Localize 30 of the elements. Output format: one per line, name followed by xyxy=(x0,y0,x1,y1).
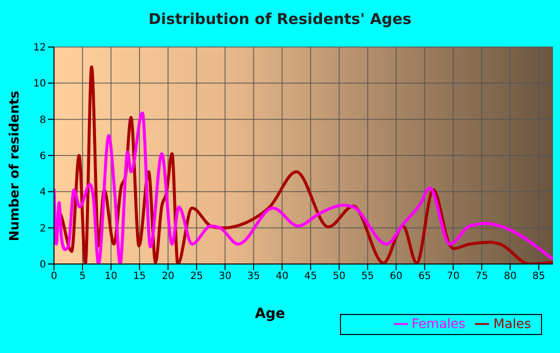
x-tick-label: 0 xyxy=(50,271,58,282)
x-tick-label: 65 xyxy=(418,271,432,282)
x-tick-label: 5 xyxy=(79,271,86,282)
y-tick-label: 12 xyxy=(33,42,46,54)
x-tick-label: 85 xyxy=(532,271,546,282)
y-tick-label: 4 xyxy=(40,187,46,198)
x-tick-label: 75 xyxy=(475,271,488,282)
y-tick-label: 6 xyxy=(40,151,46,162)
x-tick-label: 55 xyxy=(361,271,374,282)
x-tick-label: 60 xyxy=(390,271,403,282)
chart-title: Distribution of Residents' Ages xyxy=(148,10,412,28)
y-axis-title: Number of residents xyxy=(8,90,22,242)
x-tick-label: 70 xyxy=(446,271,460,282)
y-tick-label: 0 xyxy=(40,260,46,271)
y-tick-label: 2 xyxy=(40,223,46,234)
legend-label: Females xyxy=(412,317,466,332)
y-tick-label: 10 xyxy=(33,78,46,90)
x-tick-label: 50 xyxy=(332,271,346,282)
legend-label: Males xyxy=(493,317,531,332)
x-tick-label: 40 xyxy=(276,271,288,282)
x-tick-label: 45 xyxy=(304,271,317,282)
x-tick-label: 15 xyxy=(133,271,146,282)
x-tick-label: 10 xyxy=(104,271,118,282)
x-axis-title: Age xyxy=(254,306,286,322)
x-tick-label: 35 xyxy=(247,271,260,282)
y-tick-label: 8 xyxy=(40,114,46,126)
x-tick-label: 20 xyxy=(162,271,174,282)
x-tick-label: 80 xyxy=(504,271,517,282)
x-tick-label: 25 xyxy=(190,271,203,282)
x-tick-label: 30 xyxy=(218,271,232,282)
